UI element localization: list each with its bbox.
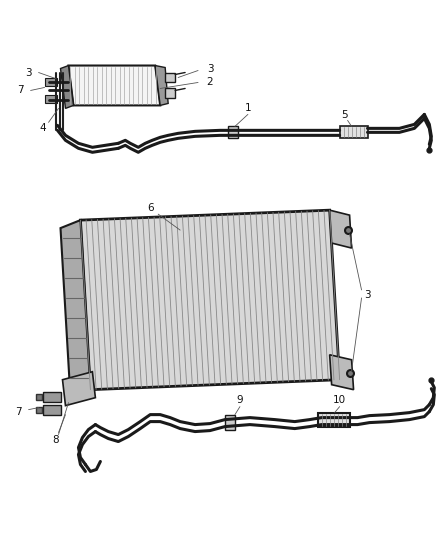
- Bar: [42, 405, 60, 415]
- Text: 1: 1: [244, 103, 251, 114]
- Polygon shape: [63, 372, 95, 406]
- Bar: [165, 88, 175, 99]
- Text: 7: 7: [18, 85, 24, 95]
- Polygon shape: [60, 66, 74, 108]
- Polygon shape: [68, 66, 160, 106]
- Bar: [42, 392, 60, 402]
- Polygon shape: [155, 66, 168, 106]
- Bar: [45, 95, 57, 103]
- Text: 6: 6: [147, 203, 154, 213]
- Polygon shape: [81, 210, 339, 390]
- Polygon shape: [330, 210, 352, 248]
- Polygon shape: [60, 220, 90, 398]
- Bar: [228, 126, 238, 139]
- Bar: [318, 413, 350, 426]
- Text: 3: 3: [364, 290, 371, 300]
- Text: 7: 7: [15, 407, 22, 417]
- Text: 3: 3: [207, 63, 213, 74]
- Text: 3: 3: [25, 68, 32, 77]
- Text: 8: 8: [52, 434, 59, 445]
- Bar: [45, 78, 57, 86]
- Text: 9: 9: [237, 394, 243, 405]
- Text: 2: 2: [207, 77, 213, 87]
- Text: 10: 10: [333, 394, 346, 405]
- Text: 5: 5: [341, 110, 348, 120]
- Bar: [339, 126, 367, 139]
- Text: 4: 4: [39, 123, 46, 133]
- Polygon shape: [330, 355, 353, 390]
- Bar: [225, 415, 235, 430]
- Bar: [165, 72, 175, 83]
